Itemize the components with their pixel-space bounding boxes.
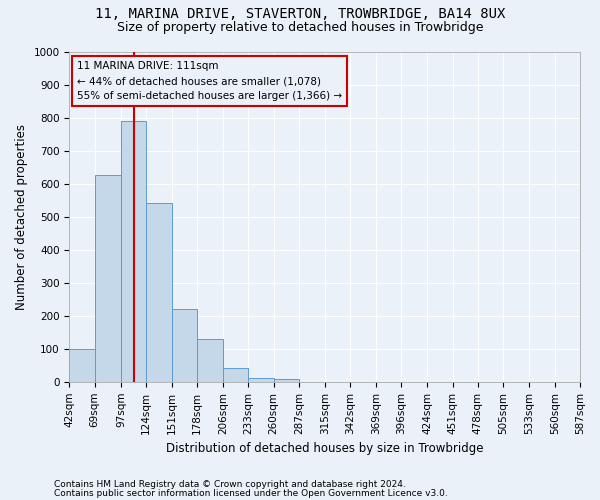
Text: 11 MARINA DRIVE: 111sqm
← 44% of detached houses are smaller (1,078)
55% of semi: 11 MARINA DRIVE: 111sqm ← 44% of detache… xyxy=(77,62,342,101)
Text: Contains public sector information licensed under the Open Government Licence v3: Contains public sector information licen… xyxy=(54,489,448,498)
Bar xyxy=(248,378,274,382)
Y-axis label: Number of detached properties: Number of detached properties xyxy=(15,124,28,310)
Bar xyxy=(95,176,121,382)
Bar xyxy=(172,309,197,382)
Text: Contains HM Land Registry data © Crown copyright and database right 2024.: Contains HM Land Registry data © Crown c… xyxy=(54,480,406,489)
Bar xyxy=(121,121,146,382)
X-axis label: Distribution of detached houses by size in Trowbridge: Distribution of detached houses by size … xyxy=(166,442,484,455)
Text: Size of property relative to detached houses in Trowbridge: Size of property relative to detached ho… xyxy=(117,21,483,34)
Bar xyxy=(197,339,223,382)
Bar xyxy=(146,204,172,382)
Bar xyxy=(223,368,248,382)
Bar xyxy=(274,379,299,382)
Bar xyxy=(70,349,95,382)
Text: 11, MARINA DRIVE, STAVERTON, TROWBRIDGE, BA14 8UX: 11, MARINA DRIVE, STAVERTON, TROWBRIDGE,… xyxy=(95,8,505,22)
